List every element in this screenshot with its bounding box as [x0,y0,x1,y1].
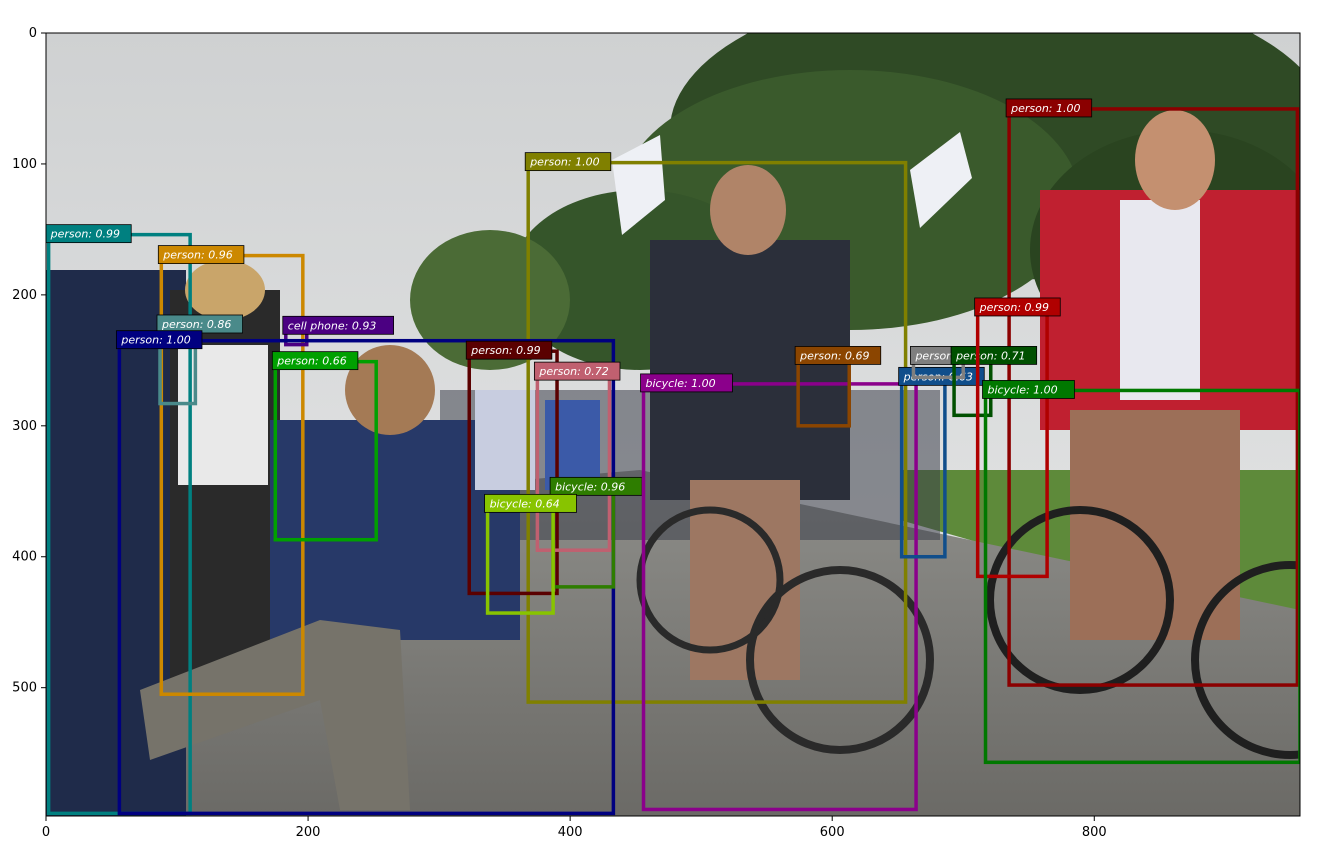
detection-label: person [914,349,953,362]
y-tick-label: 300 [12,419,37,434]
label-background [524,152,612,172]
detection-label: bicycle: 0.96 [555,480,625,493]
detection-boxes: person: 1.00 person: 1.00 person: 0.99 pers… [46,98,1300,816]
y-tick-label: 200 [12,288,37,303]
x-tick-label: 200 [296,825,321,840]
x-axis: 0 200 400 600 800 [42,816,1107,840]
detection-label: bicycle: 1.00 [988,383,1058,396]
detection: person: 0.99 [974,297,1061,579]
axes-frame [45,32,1301,817]
label-background [282,315,394,335]
detection-label: person: 1.00 [529,156,599,169]
label-background [794,346,882,365]
y-tick-label: 400 [12,550,37,565]
label-background [46,224,132,244]
label-background [640,373,733,393]
label-background [484,493,577,513]
x-tick-label: 600 [820,825,845,840]
detection-label: person: 0.66 [276,355,346,368]
x-tick-label: 0 [42,825,50,840]
detection-label: cell phone: 0.93 [288,319,377,332]
detection-label: person: 0.72 [538,365,608,378]
label-background [115,330,203,350]
detection: bicycle: 0.64 [484,493,577,615]
label-background [157,245,245,264]
y-tick-label: 500 [12,681,37,696]
label-background [1005,98,1093,118]
detection: person: 0.72 [533,361,621,552]
label-background [465,340,553,360]
detection: person: 0.69 [794,346,882,428]
detection-label: person: 0.86 [161,318,231,331]
y-axis: 0 100 200 300 400 500 [12,26,46,696]
detection-label: person: 1.00 [1010,102,1080,115]
bounding-box [641,382,918,812]
y-tick-label: 0 [29,26,37,41]
detection-label: person: 0.96 [162,249,232,262]
x-tick-label: 800 [1082,825,1107,840]
detection-label: bicycle: 0.64 [490,497,560,510]
label-background [950,346,1038,365]
detection-label: person: 1.00 [120,334,190,347]
detection-label: person: 0.99 [50,228,120,241]
detection-label: bicycle: 1.00 [646,377,716,390]
detection: person: 0.96 [157,245,305,696]
detection: person [910,346,965,380]
y-tick-label: 100 [12,157,37,172]
detection: person: 0.99 [465,340,559,596]
detection: bicycle: 1.00 [640,373,918,812]
detection-label: person: 0.99 [470,344,540,357]
bounding-box [526,160,908,704]
label-background [982,380,1075,399]
label-background [533,361,621,381]
x-tick-label: 400 [558,825,583,840]
detection: person: 1.00 [524,152,908,704]
detection-label: person: 0.69 [799,349,869,362]
detection: person: 0.66 [271,351,378,542]
label-background [974,297,1061,317]
detection: cell phone: 0.93 [282,315,394,347]
detection-label: person: 0.99 [979,301,1049,314]
label-background [271,351,359,371]
detection: person: 0.86 [156,314,243,406]
detection-label: person: 0.71 [955,349,1025,362]
